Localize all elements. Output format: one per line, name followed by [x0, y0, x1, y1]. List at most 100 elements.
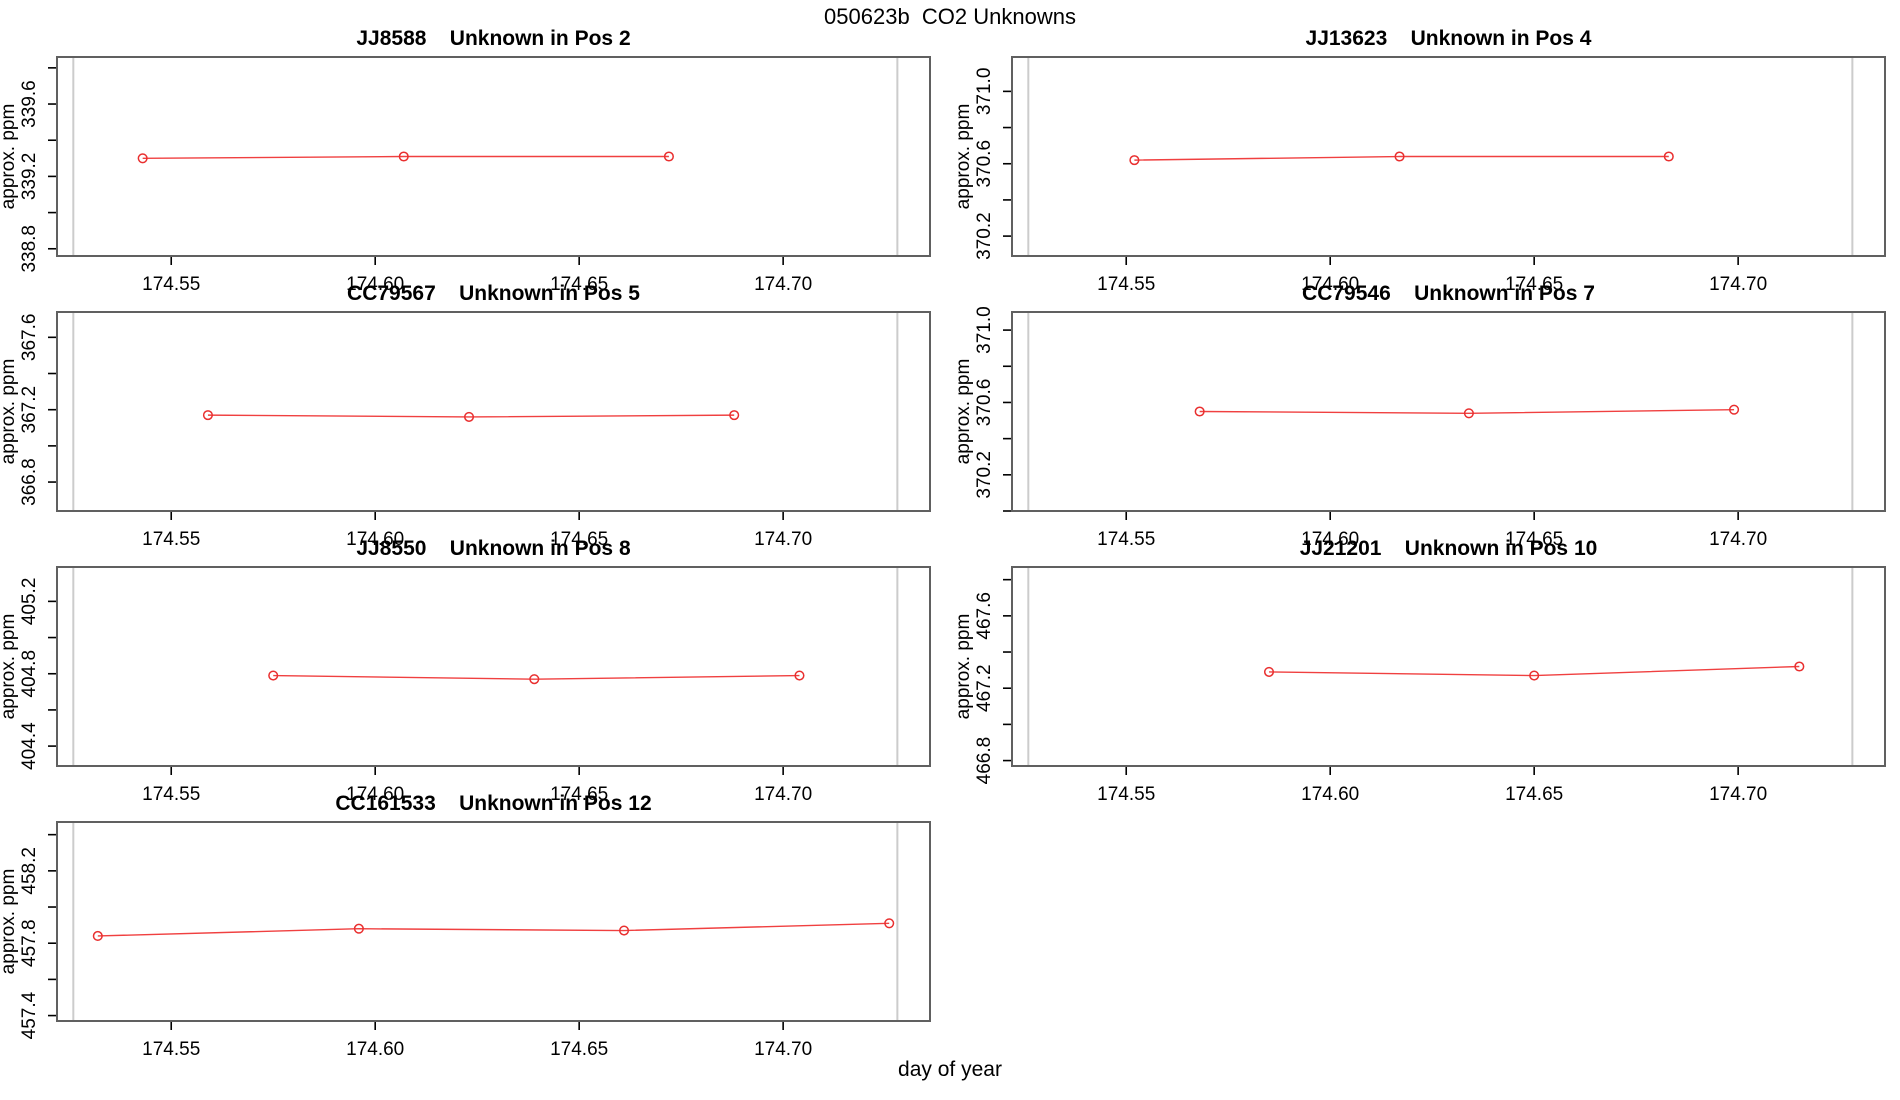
subplot-title: JJ13623 Unknown in Pos 4	[1306, 27, 1592, 50]
x-tick-label: 174.65	[550, 529, 608, 547]
data-point-marker	[1794, 661, 1805, 672]
plot-box	[56, 566, 931, 767]
data-point-marker	[202, 410, 213, 421]
x-tick-label: 174.70	[754, 784, 812, 802]
plot-box	[56, 56, 931, 257]
data-point-marker	[663, 151, 674, 162]
x-tick-label: 174.70	[754, 274, 812, 292]
figure-title: 050623b CO2 Unknowns	[824, 4, 1076, 29]
subplot-cc79567: 174.55 174.60 174.65 174.70 366.8 367.2 367.6 a…	[0, 280, 945, 552]
x-tick-label: 174.55	[142, 784, 200, 802]
x-tick-label: 174.65	[1505, 784, 1563, 802]
data-point-marker	[92, 930, 103, 942]
y-tick-label: 339.2	[19, 153, 40, 201]
subplot-title: CC161533 Unknown in Pos 12	[335, 792, 651, 815]
subplot-title: CC79567 Unknown in Pos 5	[347, 282, 640, 305]
x-tick-label: 174.55	[1097, 274, 1155, 292]
data-point-marker	[1463, 408, 1474, 419]
data-point-marker	[463, 411, 475, 422]
subplot-title: JJ8588 Unknown in Pos 2	[356, 27, 630, 50]
data-line	[142, 155, 669, 160]
x-tick-label: 174.70	[1709, 784, 1767, 802]
y-tick-label: 458.2	[19, 847, 40, 895]
data-point-marker	[884, 918, 895, 929]
y-tick-label: 370.2	[974, 451, 995, 499]
x-tick-label: 174.60	[346, 784, 404, 802]
y-tick-label: 370.6	[974, 140, 995, 188]
subplot-jj13623: 174.55 174.60 174.65 174.70 370.2 370.6 371.0 a…	[953, 25, 1900, 297]
data-point-marker	[398, 151, 409, 162]
data-point-marker	[529, 674, 540, 685]
plot-box	[56, 821, 931, 1022]
x-tick-label: 174.60	[1301, 274, 1359, 292]
subplot-jj21201: 174.55 174.60 174.65 174.70 466.8 467.2 467.6 a…	[953, 535, 1900, 807]
x-tick-label: 174.55	[1097, 529, 1155, 547]
plot-box	[56, 311, 931, 512]
x-tick-label: 174.65	[1505, 529, 1563, 547]
x-tick-label: 174.65	[550, 784, 608, 802]
x-tick-label: 174.65	[550, 1039, 608, 1057]
subplot-svg-jj8550: 174.55 174.60 174.65 174.70 404.4 404.8 405.2a…	[0, 537, 931, 805]
data-point-marker	[1394, 151, 1405, 162]
y-tick-label: 371.0	[974, 306, 995, 354]
x-tick-label: 174.70	[754, 1039, 812, 1057]
data-line	[1199, 408, 1735, 415]
y-tick-label: 466.8	[974, 737, 995, 785]
plot-box	[1011, 56, 1886, 257]
data-point-marker	[353, 923, 364, 934]
x-tick-label: 174.60	[346, 274, 404, 292]
subplot-svg-jj21201: 174.55 174.60 174.65 174.70 466.8 467.2 467.6a…	[953, 537, 1886, 805]
y-axis-label: approx. ppm	[0, 869, 19, 975]
x-tick-label: 174.55	[142, 274, 200, 292]
y-tick-label: 366.8	[19, 458, 40, 506]
data-line	[1134, 155, 1669, 161]
subplot-svg-cc79567: 174.55 174.60 174.65 174.70 366.8 367.2 367.6a…	[0, 282, 931, 550]
y-tick-label: 467.6	[974, 592, 995, 640]
subplot-svg-cc79546: 174.55 174.60 174.65 174.70 370.2 370.6 371.0a…	[953, 282, 1886, 550]
x-tick-label: 174.70	[1709, 274, 1767, 292]
y-tick-label: 370.2	[974, 212, 995, 260]
x-tick-label: 174.55	[142, 529, 200, 547]
data-point-marker	[1663, 151, 1674, 162]
x-tick-label: 174.55	[142, 1039, 200, 1057]
subplot-title: CC79546 Unknown in Pos 7	[1302, 282, 1595, 305]
y-axis-label: approx. ppm	[955, 359, 974, 465]
data-point-marker	[794, 670, 805, 681]
subplot-title: JJ8550 Unknown in Pos 8	[356, 537, 631, 560]
data-point-marker	[1129, 155, 1140, 166]
x-tick-label: 174.65	[1505, 274, 1563, 292]
y-tick-label: 467.2	[974, 664, 995, 712]
subplot-svg-cc161533: 174.55 174.60 174.65 174.70 457.4 457.8 458.2a…	[0, 792, 931, 1060]
x-axis-label: day of year	[898, 1058, 1002, 1081]
y-tick-label: 371.0	[974, 68, 995, 116]
y-tick-label: 457.4	[19, 991, 40, 1039]
subplot-cc79546: 174.55 174.60 174.65 174.70 370.2 370.6 371.0 a…	[953, 280, 1900, 552]
plot-box	[1011, 311, 1886, 512]
y-axis-label: approx. ppm	[955, 104, 974, 210]
x-tick-label: 174.70	[754, 529, 812, 547]
y-tick-label: 370.6	[974, 379, 995, 427]
data-line	[1268, 665, 1800, 677]
x-tick-label: 174.60	[346, 529, 404, 547]
data-point-marker	[268, 670, 279, 681]
x-tick-label: 174.60	[1301, 529, 1359, 547]
x-tick-label: 174.60	[1301, 784, 1359, 802]
subplot-svg-jj8588: 174.55 174.60 174.65 174.70 338.8 339.2 339.6a…	[0, 27, 931, 295]
y-axis-label: approx. ppm	[955, 614, 974, 720]
data-point-marker	[1729, 404, 1740, 415]
data-point-marker	[1529, 670, 1540, 681]
plot-box	[1011, 566, 1886, 767]
data-point-marker	[1194, 406, 1205, 417]
x-tick-label: 174.65	[550, 274, 608, 292]
y-tick-label: 404.4	[19, 722, 40, 770]
data-point-marker	[729, 410, 740, 421]
y-axis-label: approx. ppm	[0, 359, 19, 465]
subplot-cc161533: 174.55 174.60 174.65 174.70 457.4 457.8 458.2 a…	[0, 790, 945, 1062]
x-tick-label: 174.60	[346, 1039, 404, 1057]
subplot-jj8550: 174.55 174.60 174.65 174.70 404.4 404.8 405.2 a…	[0, 535, 945, 807]
y-tick-label: 405.2	[19, 578, 40, 626]
y-tick-label: 339.6	[19, 80, 40, 128]
data-line	[97, 922, 890, 937]
y-tick-label: 367.6	[19, 314, 40, 362]
